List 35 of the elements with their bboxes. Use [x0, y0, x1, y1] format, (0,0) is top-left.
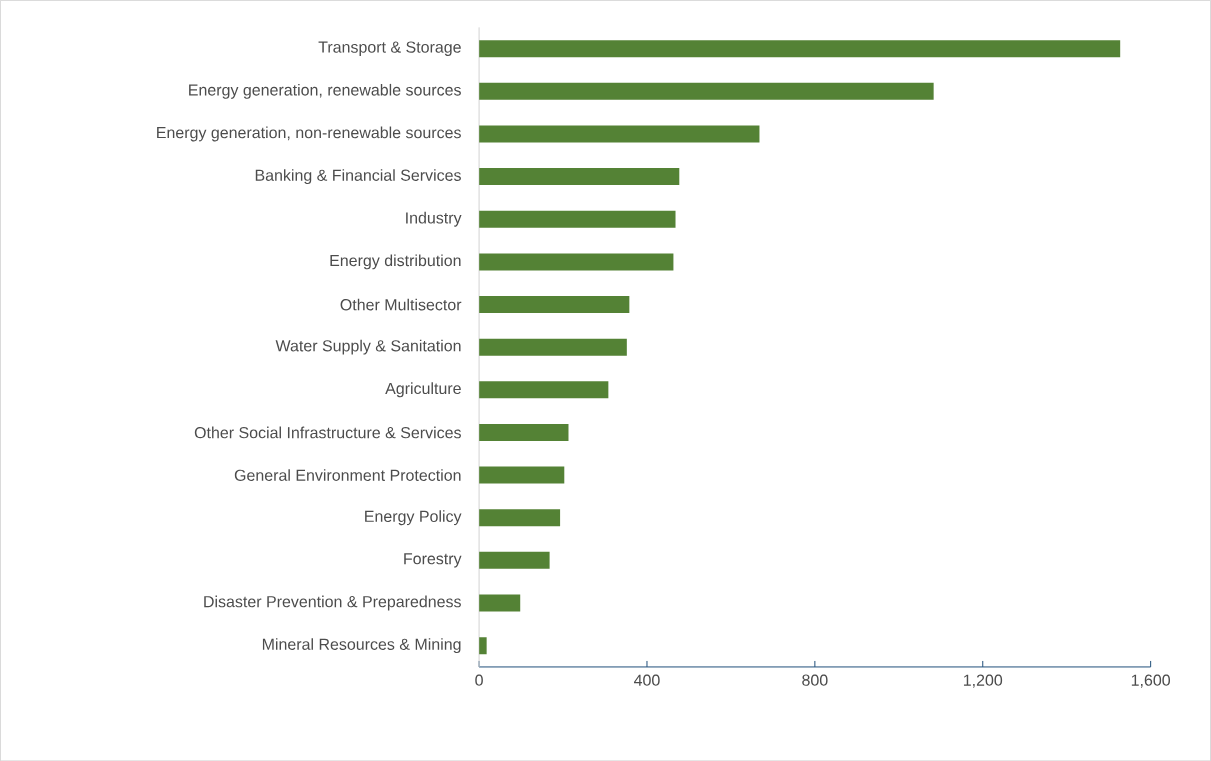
bar — [479, 40, 1121, 58]
bar — [479, 295, 630, 313]
x-tick-label: 400 — [634, 674, 660, 686]
y-tick-label: Banking & Financial Services — [255, 169, 461, 184]
y-tick-label: Energy generation, non-renewable sources — [157, 126, 461, 142]
bar — [479, 338, 627, 356]
x-tick-label: 1,600 — [1131, 674, 1171, 688]
y-tick-label: Forestry — [404, 553, 462, 568]
bar — [479, 210, 676, 228]
y-tick-label: Energy generation, renewable sources — [189, 83, 461, 99]
y-tick-label: Mineral Resources & Mining — [262, 638, 461, 653]
bar — [479, 551, 550, 569]
x-tick-label: 0 — [475, 674, 483, 686]
y-tick-label: Disaster Prevention & Preparedness — [204, 595, 461, 611]
bar — [479, 125, 760, 143]
bar — [479, 253, 674, 271]
bar — [479, 637, 487, 654]
bar — [479, 423, 569, 441]
y-tick-label: Agriculture — [385, 382, 461, 398]
y-tick-label: Energy distribution — [330, 254, 461, 270]
y-tick-label: Transport & Storage — [318, 41, 461, 56]
y-tick-label: Other Social Infrastructure & Services — [194, 426, 461, 439]
bar — [479, 167, 680, 185]
x-tick-label: 1,200 — [963, 674, 1003, 688]
bar — [479, 381, 609, 399]
y-tick-label: General Environment Protection — [234, 469, 461, 481]
y-tick-label: Energy Policy — [365, 510, 462, 526]
bar — [479, 509, 561, 527]
y-tick-label: Industry — [406, 211, 462, 227]
x-tick-label: 800 — [802, 674, 828, 686]
bar — [479, 82, 934, 100]
y-tick-label: Water Supply & Sanitation — [275, 339, 461, 355]
y-tick-label: Other Multisector — [340, 298, 462, 311]
bar — [479, 466, 565, 484]
bar — [479, 594, 521, 612]
